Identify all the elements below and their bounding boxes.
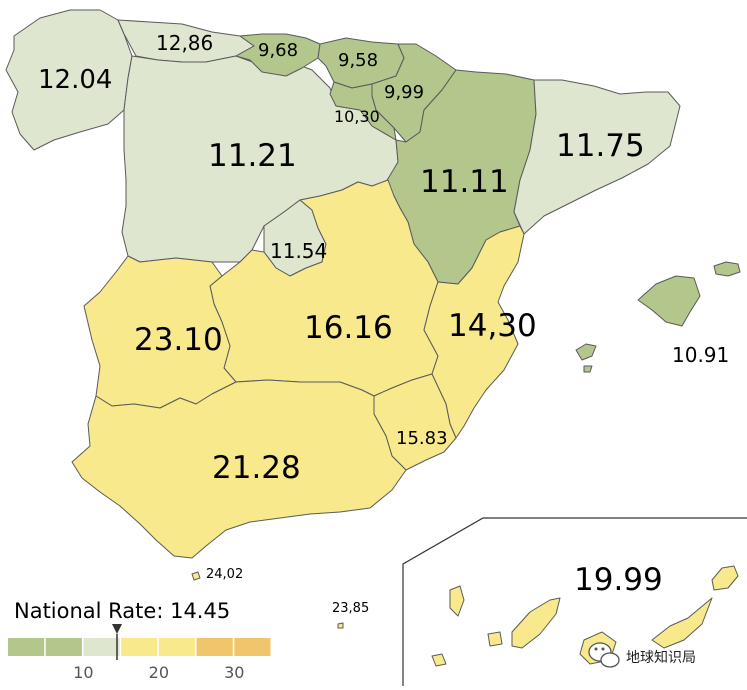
- label-ceuta: 24,02: [206, 567, 243, 582]
- region-valencia: [423, 225, 525, 439]
- label-murcia: 15.83: [396, 428, 448, 449]
- legend-swatch: [196, 638, 233, 656]
- legend-swatch: [234, 638, 271, 656]
- label-basque: 9,58: [338, 50, 378, 71]
- legend-tick-20: 20: [149, 663, 169, 682]
- region-labels: 12.04 12,86 9,68 9,58 9,99 10,30 11.21 1…: [38, 31, 729, 616]
- region-canary-lanzarote: [711, 565, 739, 591]
- label-navarra: 9,99: [384, 82, 424, 103]
- label-cantabria: 9,68: [258, 40, 298, 61]
- label-catalonia: 11.75: [556, 128, 645, 164]
- legend-tick-10: 10: [73, 663, 93, 682]
- watermark: 地球知识局: [588, 642, 696, 668]
- label-balearic: 10.91: [672, 343, 729, 367]
- label-canary: 19.99: [574, 562, 663, 598]
- legend-swatch: [158, 638, 196, 656]
- label-andalusia: 21.28: [212, 450, 301, 486]
- region-la-rioja: [329, 81, 397, 141]
- wechat-icon: [588, 642, 620, 668]
- label-extremadura: 23.10: [134, 322, 223, 358]
- label-madrid: 11.54: [270, 239, 327, 263]
- national-rate-marker: [111, 624, 122, 634]
- legend-swatch: [121, 638, 158, 656]
- label-galicia: 12.04: [38, 65, 112, 95]
- legend-swatch: [45, 638, 82, 656]
- region-cantabria: [235, 33, 321, 77]
- watermark-text: 地球知识局: [626, 649, 696, 666]
- region-balearic-formentera: [583, 365, 593, 373]
- region-andalusia: [71, 379, 407, 559]
- region-melilla: [337, 622, 344, 629]
- legend-swatch: [83, 638, 120, 656]
- region-balearic-ibiza: [575, 343, 597, 361]
- legend-tick-30: 30: [224, 663, 244, 682]
- legend-color-bar: [8, 638, 271, 656]
- label-valencia: 14,30: [448, 308, 537, 344]
- label-castilla-la-mancha: 16.16: [304, 310, 393, 346]
- region-canary-fuerteventura: [651, 597, 713, 649]
- label-asturias: 12,86: [156, 31, 213, 55]
- label-la-rioja: 10,30: [334, 107, 380, 126]
- label-aragon: 11.11: [420, 164, 509, 200]
- region-canary-lapalma: [449, 585, 465, 617]
- label-melilla: 23,85: [332, 601, 369, 616]
- region-canary-lagomera: [487, 631, 503, 647]
- legend: National Rate: 14.45 10 20 30: [8, 599, 271, 682]
- region-ceuta: [191, 571, 201, 581]
- region-galicia: [5, 9, 133, 151]
- legend-title: National Rate: 14.45: [14, 599, 230, 623]
- legend-swatch: [8, 638, 45, 656]
- region-balearic-menorca: [713, 261, 741, 277]
- region-catalonia: [513, 79, 681, 235]
- region-balearic-mallorca: [637, 275, 701, 327]
- region-canary-tenerife: [511, 597, 561, 649]
- map-regions: [5, 9, 741, 629]
- region-canary-elhierro: [431, 653, 447, 667]
- label-castilla-leon: 11.21: [208, 138, 297, 174]
- canary-inset-frame: [402, 517, 747, 686]
